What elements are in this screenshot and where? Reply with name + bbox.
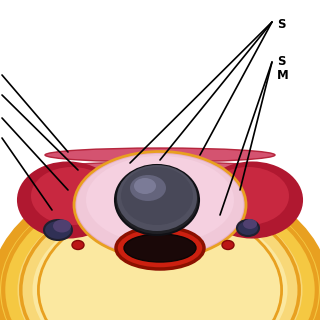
Ellipse shape: [202, 163, 302, 237]
Ellipse shape: [45, 148, 275, 162]
Text: S
M: S M: [277, 55, 289, 82]
Ellipse shape: [44, 220, 72, 240]
Ellipse shape: [121, 167, 193, 225]
Ellipse shape: [18, 193, 302, 320]
Ellipse shape: [222, 241, 234, 250]
Ellipse shape: [124, 234, 196, 262]
Ellipse shape: [134, 178, 156, 194]
Ellipse shape: [72, 241, 84, 250]
Ellipse shape: [31, 167, 113, 225]
Ellipse shape: [62, 174, 258, 184]
Ellipse shape: [0, 170, 320, 320]
Ellipse shape: [86, 156, 234, 244]
Ellipse shape: [115, 165, 199, 235]
Ellipse shape: [33, 205, 287, 320]
Ellipse shape: [52, 162, 268, 174]
Ellipse shape: [53, 220, 71, 233]
Ellipse shape: [130, 175, 166, 201]
Ellipse shape: [237, 220, 259, 236]
Ellipse shape: [243, 219, 257, 229]
Ellipse shape: [0, 179, 320, 320]
Ellipse shape: [207, 167, 289, 225]
Ellipse shape: [117, 165, 197, 231]
Ellipse shape: [75, 153, 245, 258]
Text: S: S: [277, 18, 285, 31]
Ellipse shape: [18, 163, 118, 237]
Ellipse shape: [116, 227, 204, 269]
